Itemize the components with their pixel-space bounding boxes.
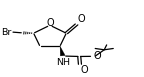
Text: Br: Br (1, 28, 11, 37)
Polygon shape (60, 46, 65, 56)
Text: O: O (93, 51, 101, 61)
Text: O: O (78, 14, 85, 24)
Text: O: O (47, 18, 54, 28)
Text: NH: NH (56, 58, 70, 67)
Text: O: O (80, 65, 88, 75)
